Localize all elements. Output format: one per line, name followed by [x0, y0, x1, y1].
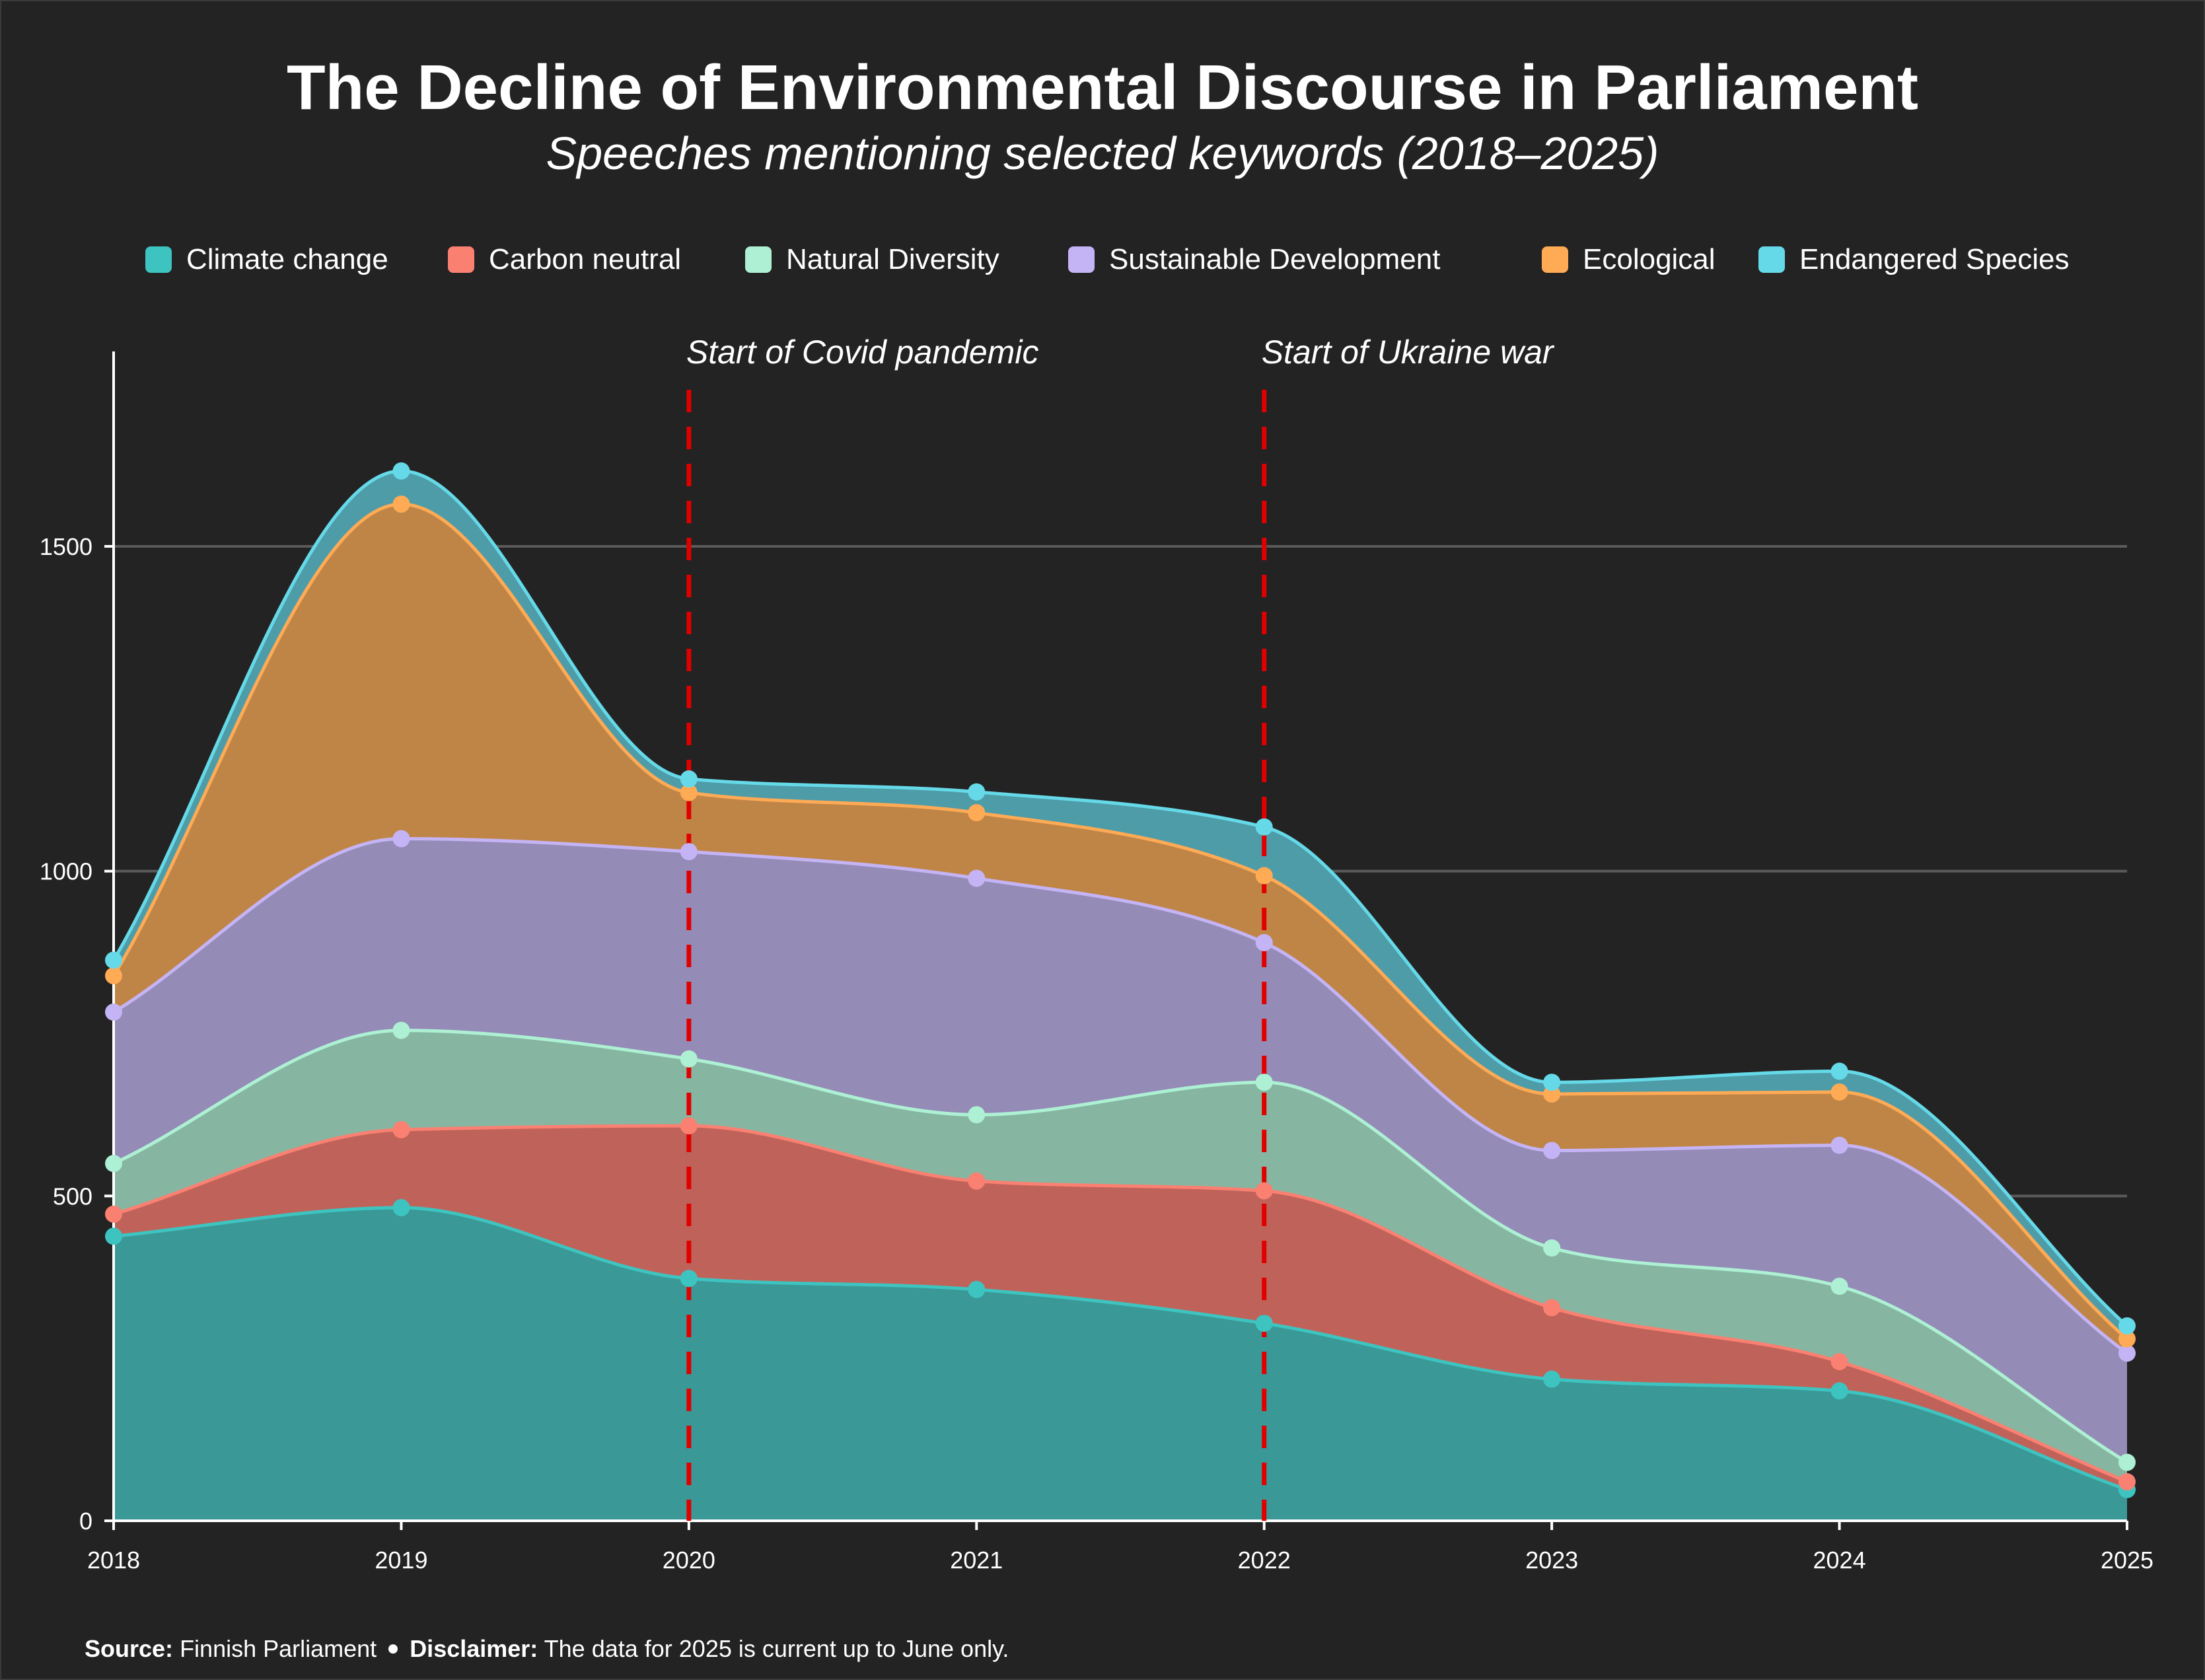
y-tick-label: 1500 [40, 533, 92, 560]
point-endangered-species [680, 770, 698, 788]
x-tick-label: 2021 [950, 1547, 1003, 1574]
disclaimer-label: Disclaimer: [410, 1635, 538, 1662]
chart-title: The Decline of Environmental Discourse i… [287, 52, 1918, 123]
legend-swatch [1758, 246, 1785, 273]
line-natural-diversity [112, 1029, 2128, 1464]
point-ecological [680, 784, 698, 801]
x-tick-label: 2022 [1238, 1547, 1291, 1574]
point-sustainable-development [1830, 1136, 1848, 1154]
point-climate-change [392, 1199, 410, 1217]
point-carbon-neutral [680, 1117, 698, 1135]
legend-swatch [448, 246, 474, 273]
line-climate-change [113, 1206, 2128, 1492]
point-climate-change [1543, 1370, 1561, 1388]
point-natural-diversity [105, 1155, 122, 1173]
point-natural-diversity [2118, 1453, 2136, 1471]
point-natural-diversity [968, 1106, 986, 1124]
area-ecological [114, 504, 2127, 1354]
area-endangered-species [114, 470, 2127, 1339]
disclaimer-text: The data for 2025 is current up to June … [544, 1635, 1009, 1662]
legend-swatch [745, 246, 772, 273]
point-natural-diversity [1830, 1278, 1848, 1296]
legend-label: Natural Diversity [786, 243, 999, 275]
x-tick-label: 2023 [1525, 1547, 1578, 1574]
area-sustainable-development [114, 838, 2127, 1463]
point-ecological [968, 804, 986, 822]
point-sustainable-development [392, 830, 410, 848]
point-climate-change [105, 1227, 122, 1245]
legend-label: Sustainable Development [1109, 243, 1441, 275]
x-tick-label: 2020 [663, 1547, 715, 1574]
point-natural-diversity [680, 1050, 698, 1068]
point-sustainable-development [968, 869, 986, 887]
point-endangered-species [1255, 818, 1273, 836]
source-label: Source: [85, 1635, 174, 1662]
point-carbon-neutral [392, 1121, 410, 1139]
legend-item-ecological[interactable]: Ecological [1542, 240, 1716, 279]
legend-swatch [145, 246, 172, 273]
legend-item-carbon-neutral[interactable]: Carbon neutral [448, 240, 681, 279]
x-tick-label: 2025 [2101, 1547, 2153, 1574]
legend-label: Endangered Species [1799, 243, 2070, 275]
point-endangered-species [392, 462, 410, 480]
legend-label: Ecological [1583, 243, 1716, 275]
legend-swatch [1068, 246, 1095, 273]
point-endangered-species [1830, 1062, 1848, 1080]
legend-item-endangered-species[interactable]: Endangered Species [1758, 240, 2070, 279]
legend-item-sustainable-development[interactable]: Sustainable Development [1068, 240, 1440, 279]
footer: Source: Finnish Parliament Disclaimer: Th… [85, 1635, 1009, 1663]
line-sustainable-development [112, 836, 2128, 1355]
point-natural-diversity [1543, 1239, 1561, 1257]
y-tick-label: 0 [79, 1508, 92, 1535]
point-endangered-species [968, 783, 986, 801]
point-carbon-neutral [1830, 1353, 1848, 1371]
point-sustainable-development [2118, 1344, 2136, 1362]
separator-dot-icon [388, 1644, 398, 1654]
area-natural-diversity [114, 1030, 2127, 1482]
point-carbon-neutral [1255, 1182, 1273, 1200]
y-tick-label: 1000 [40, 858, 92, 885]
point-sustainable-development [680, 843, 698, 861]
point-climate-change [1830, 1382, 1848, 1400]
point-climate-change [968, 1280, 986, 1298]
point-carbon-neutral [1543, 1299, 1561, 1317]
legend-label: Carbon neutral [489, 243, 682, 275]
point-ecological [2118, 1330, 2136, 1348]
point-climate-change [680, 1270, 698, 1288]
legend-swatch [1542, 246, 1568, 273]
point-natural-diversity [1255, 1074, 1273, 1091]
point-carbon-neutral [968, 1172, 986, 1190]
annotation-label: Start of Covid pandemic [686, 334, 1039, 371]
point-sustainable-development [1543, 1142, 1561, 1159]
point-climate-change [1255, 1315, 1273, 1333]
x-tick-label: 2019 [375, 1547, 427, 1574]
source-text: Finnish Parliament [180, 1635, 377, 1662]
x-tick-label: 2018 [87, 1547, 140, 1574]
annotation-label: Start of Ukraine war [1262, 334, 1555, 371]
line-carbon-neutral [113, 1124, 2128, 1484]
area-carbon-neutral [114, 1126, 2127, 1490]
y-tick-label: 500 [53, 1183, 92, 1210]
legend: Climate change Carbon neutral Natural Di… [0, 240, 2205, 279]
legend-label: Climate change [186, 243, 388, 275]
point-sustainable-development [1255, 933, 1273, 951]
x-tick-label: 2024 [1813, 1547, 1866, 1574]
chart-subtitle: Speeches mentioning selected keywords (2… [546, 128, 1659, 179]
point-ecological [392, 495, 410, 513]
point-ecological [1255, 867, 1273, 885]
point-sustainable-development [105, 1004, 122, 1021]
point-ecological [1830, 1083, 1848, 1101]
legend-item-natural-diversity[interactable]: Natural Diversity [745, 240, 999, 279]
point-ecological [105, 967, 122, 984]
area-climate-change [114, 1208, 2127, 1521]
point-endangered-species [1543, 1074, 1561, 1091]
point-endangered-species [105, 951, 122, 969]
point-carbon-neutral [2118, 1473, 2136, 1490]
point-endangered-species [2118, 1317, 2136, 1334]
legend-item-climate-change[interactable]: Climate change [145, 240, 388, 279]
point-natural-diversity [392, 1021, 410, 1039]
point-carbon-neutral [105, 1205, 122, 1223]
